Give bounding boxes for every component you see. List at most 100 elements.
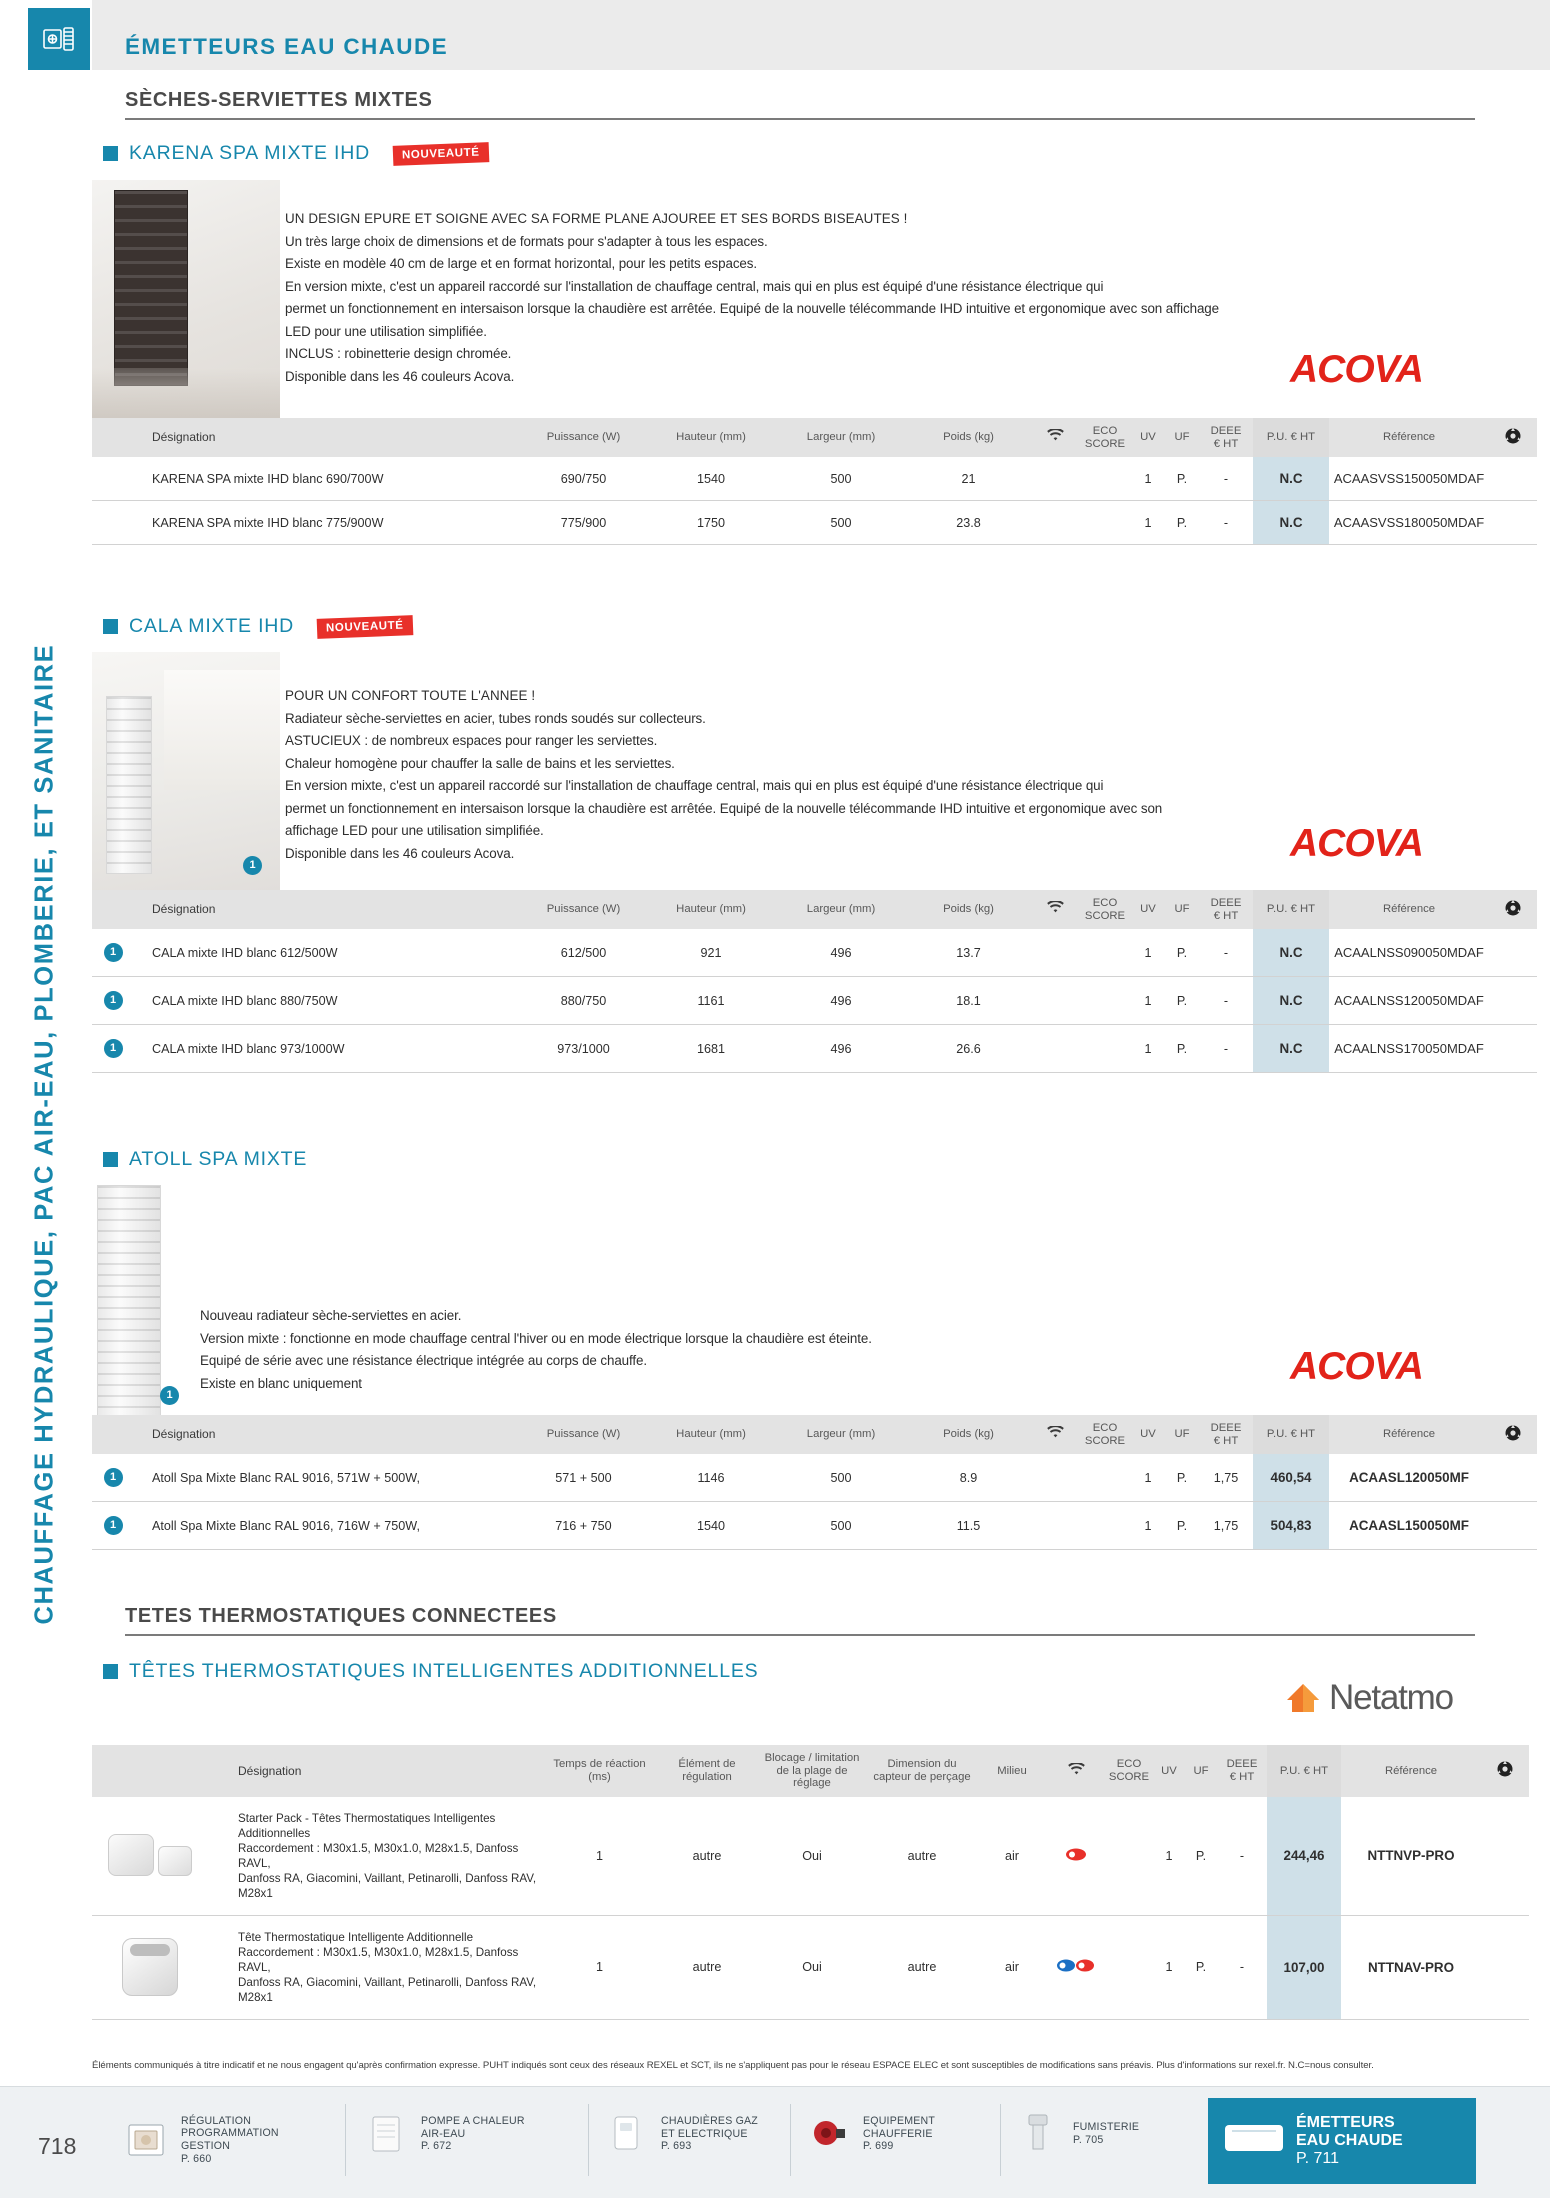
footer-nav-item-fumisterie[interactable]: FUMISTERIE P. 705 [1012, 2108, 1139, 2160]
cell-price: 504,83 [1253, 1501, 1329, 1550]
th-uv: UV [1131, 418, 1165, 457]
cell-dimension: autre [867, 1796, 977, 1916]
section-title-seches-serviettes: SÈCHES-SERVIETTES MIXTES [125, 89, 433, 111]
thermostat-icon [120, 2114, 172, 2166]
cell-designation: CALA mixte IHD blanc 880/750W [126, 976, 521, 1025]
cell-hauteur: 1161 [646, 976, 776, 1025]
footer-nav-item-emetteurs-active[interactable]: ÉMETTEURS EAU CHAUDE P. 711 [1208, 2098, 1476, 2184]
cell-uv: 1 [1131, 457, 1165, 501]
th-puissance: Puissance (W) [521, 418, 646, 457]
cell-blocage: Oui [757, 1796, 867, 1916]
row-badge: 1 [92, 929, 126, 977]
cell-puissance: 612/500 [521, 929, 646, 977]
footer-nav-label: POMPE A CHALEUR AIR-EAU P. 672 [421, 2115, 525, 2153]
cell-hauteur: 1681 [646, 1024, 776, 1073]
th-poids: Poids (kg) [906, 890, 1031, 929]
th-uf: UF [1165, 1415, 1199, 1454]
footer-nav-label: FUMISTERIE P. 705 [1073, 2121, 1140, 2146]
product-heading-cala: CALA MIXTE IHD NOUVEAUTÉ [103, 614, 414, 639]
emitter-icon [1222, 2119, 1286, 2164]
product-title: CALA MIXTE IHD [129, 615, 295, 637]
cell-uv: 1 [1131, 1501, 1165, 1550]
footer-nav-item-equipement[interactable]: EQUIPEMENT CHAUFFERIE P. 699 [802, 2108, 935, 2160]
cell-hauteur: 1540 [646, 1501, 776, 1550]
photo-badge-atoll: 1 [160, 1385, 179, 1405]
cell-puissance: 880/750 [521, 976, 646, 1025]
brand-logo-netatmo: Netatmo [1285, 1678, 1454, 1718]
th-pu: P.U. € HT [1253, 890, 1329, 929]
product-title: KARENA SPA MIXTE IHD [129, 142, 371, 164]
spec-table-atoll: Désignation Puissance (W) Hauteur (mm) L… [92, 1415, 1537, 1550]
th-blocage: Blocage / limitation de la plage de réglag… [757, 1745, 867, 1797]
th-eco-score: ECO SCORE [1079, 1415, 1131, 1454]
heatpump-icon [360, 2108, 412, 2160]
product-heading-tetes: TÊTES THERMOSTATIQUES INTELLIGENTES ADDI… [103, 1660, 758, 1683]
cell-deee: - [1199, 929, 1253, 977]
table-row: KARENA SPA mixte IHD blanc 690/700W 690/… [92, 457, 1537, 501]
cell-puissance: 716 + 750 [521, 1501, 646, 1550]
th-designation: Désignation [126, 890, 521, 929]
product-description-cala: POUR UN CONFORT TOUTE L'ANNEE ! Radiateu… [285, 688, 1163, 861]
cell-designation: KARENA SPA mixte IHD blanc 690/700W [126, 457, 521, 501]
th-reference: Référence [1341, 1745, 1481, 1797]
cell-price: 107,00 [1267, 1915, 1341, 2020]
section-title-tetes: TETES THERMOSTATIQUES CONNECTEES [125, 1605, 557, 1627]
table-row: 1 CALA mixte IHD blanc 880/750W 880/750 … [92, 976, 1537, 1025]
th-milieu: Milieu [977, 1745, 1047, 1797]
th-largeur: Largeur (mm) [776, 1415, 906, 1454]
footer-nav-label: EQUIPEMENT CHAUFFERIE P. 699 [863, 2115, 936, 2153]
footer-nav-item-regulation[interactable]: RÉGULATION PROGRAMMATION GESTION P. 660 [120, 2114, 279, 2166]
th-temps-reaction: Temps de réaction (ms) [542, 1745, 657, 1797]
cell-price: N.C [1253, 929, 1329, 977]
wifi-icon [1047, 1745, 1105, 1797]
th-uf: UF [1165, 418, 1199, 457]
th-uv: UV [1153, 1745, 1185, 1797]
cell-milieu: air [977, 1796, 1047, 1916]
banner-title: ÉMETTEURS EAU CHAUDE [125, 34, 449, 59]
th-largeur: Largeur (mm) [776, 418, 906, 457]
row-badge: 1 [92, 976, 126, 1025]
footer-divider [345, 2104, 346, 2176]
th-uv: UV [1131, 890, 1165, 929]
cell-uf: P. [1165, 1454, 1199, 1502]
row-badge: 1 [92, 1454, 126, 1502]
footer-divider [588, 2104, 589, 2176]
cell-uf: P. [1165, 500, 1199, 545]
pump-icon [802, 2108, 854, 2160]
cell-largeur: 496 [776, 976, 906, 1025]
cell-puissance: 775/900 [521, 500, 646, 545]
th-uf: UF [1165, 890, 1199, 929]
cell-puissance: 690/750 [521, 457, 646, 501]
netatmo-house-icon [1287, 1684, 1319, 1712]
cell-hauteur: 921 [646, 929, 776, 977]
cell-temps: 1 [542, 1796, 657, 1916]
th-reference: Référence [1329, 890, 1489, 929]
badge-nouveaute: NOUVEAUTÉ [316, 614, 414, 639]
cell-puissance: 571 + 500 [521, 1454, 646, 1502]
th-uv: UV [1131, 1415, 1165, 1454]
cell-uv: 1 [1131, 929, 1165, 977]
cell-largeur: 496 [776, 929, 906, 977]
cell-price: 460,54 [1253, 1454, 1329, 1502]
footer-nav-item-chaudieres[interactable]: CHAUDIÈRES GAZ ET ELECTRIQUE P. 693 [600, 2108, 758, 2160]
netatmo-label: Netatmo [1329, 1678, 1454, 1717]
table-row: 1 Atoll Spa Mixte Blanc RAL 9016, 571W +… [92, 1454, 1537, 1502]
cell-reference: NTTNVP-PRO [1341, 1796, 1481, 1916]
cell-largeur: 500 [776, 457, 906, 501]
cell-temps: 1 [542, 1915, 657, 2020]
cell-uv: 1 [1153, 1915, 1185, 2020]
th-puissance: Puissance (W) [521, 1415, 646, 1454]
cell-designation: Atoll Spa Mixte Blanc RAL 9016, 716W + 7… [126, 1501, 521, 1550]
cell-deee: - [1199, 1024, 1253, 1073]
product-photo-cala [92, 652, 280, 890]
product-thumb-starter-pack [92, 1796, 212, 1916]
footer-nav-item-pac[interactable]: POMPE A CHALEUR AIR-EAU P. 672 [360, 2108, 525, 2160]
footer-nav-label: ÉMETTEURS EAU CHAUDE P. 711 [1296, 2114, 1403, 2167]
product-title: TÊTES THERMOSTATIQUES INTELLIGENTES ADDI… [129, 1660, 759, 1682]
cell-price: 244,46 [1267, 1796, 1341, 1916]
cell-designation: Tête Thermostatique Intelligente Additio… [212, 1915, 542, 2020]
cell-price: N.C [1253, 1024, 1329, 1073]
cell-reference: ACAASL120050MF [1329, 1454, 1489, 1502]
sidebar-vertical-title: CHAUFFAGE HYDRAULIQUE, PAC AIR-EAU, PLOM… [30, 643, 59, 1625]
cell-milieu: air [977, 1915, 1047, 2020]
